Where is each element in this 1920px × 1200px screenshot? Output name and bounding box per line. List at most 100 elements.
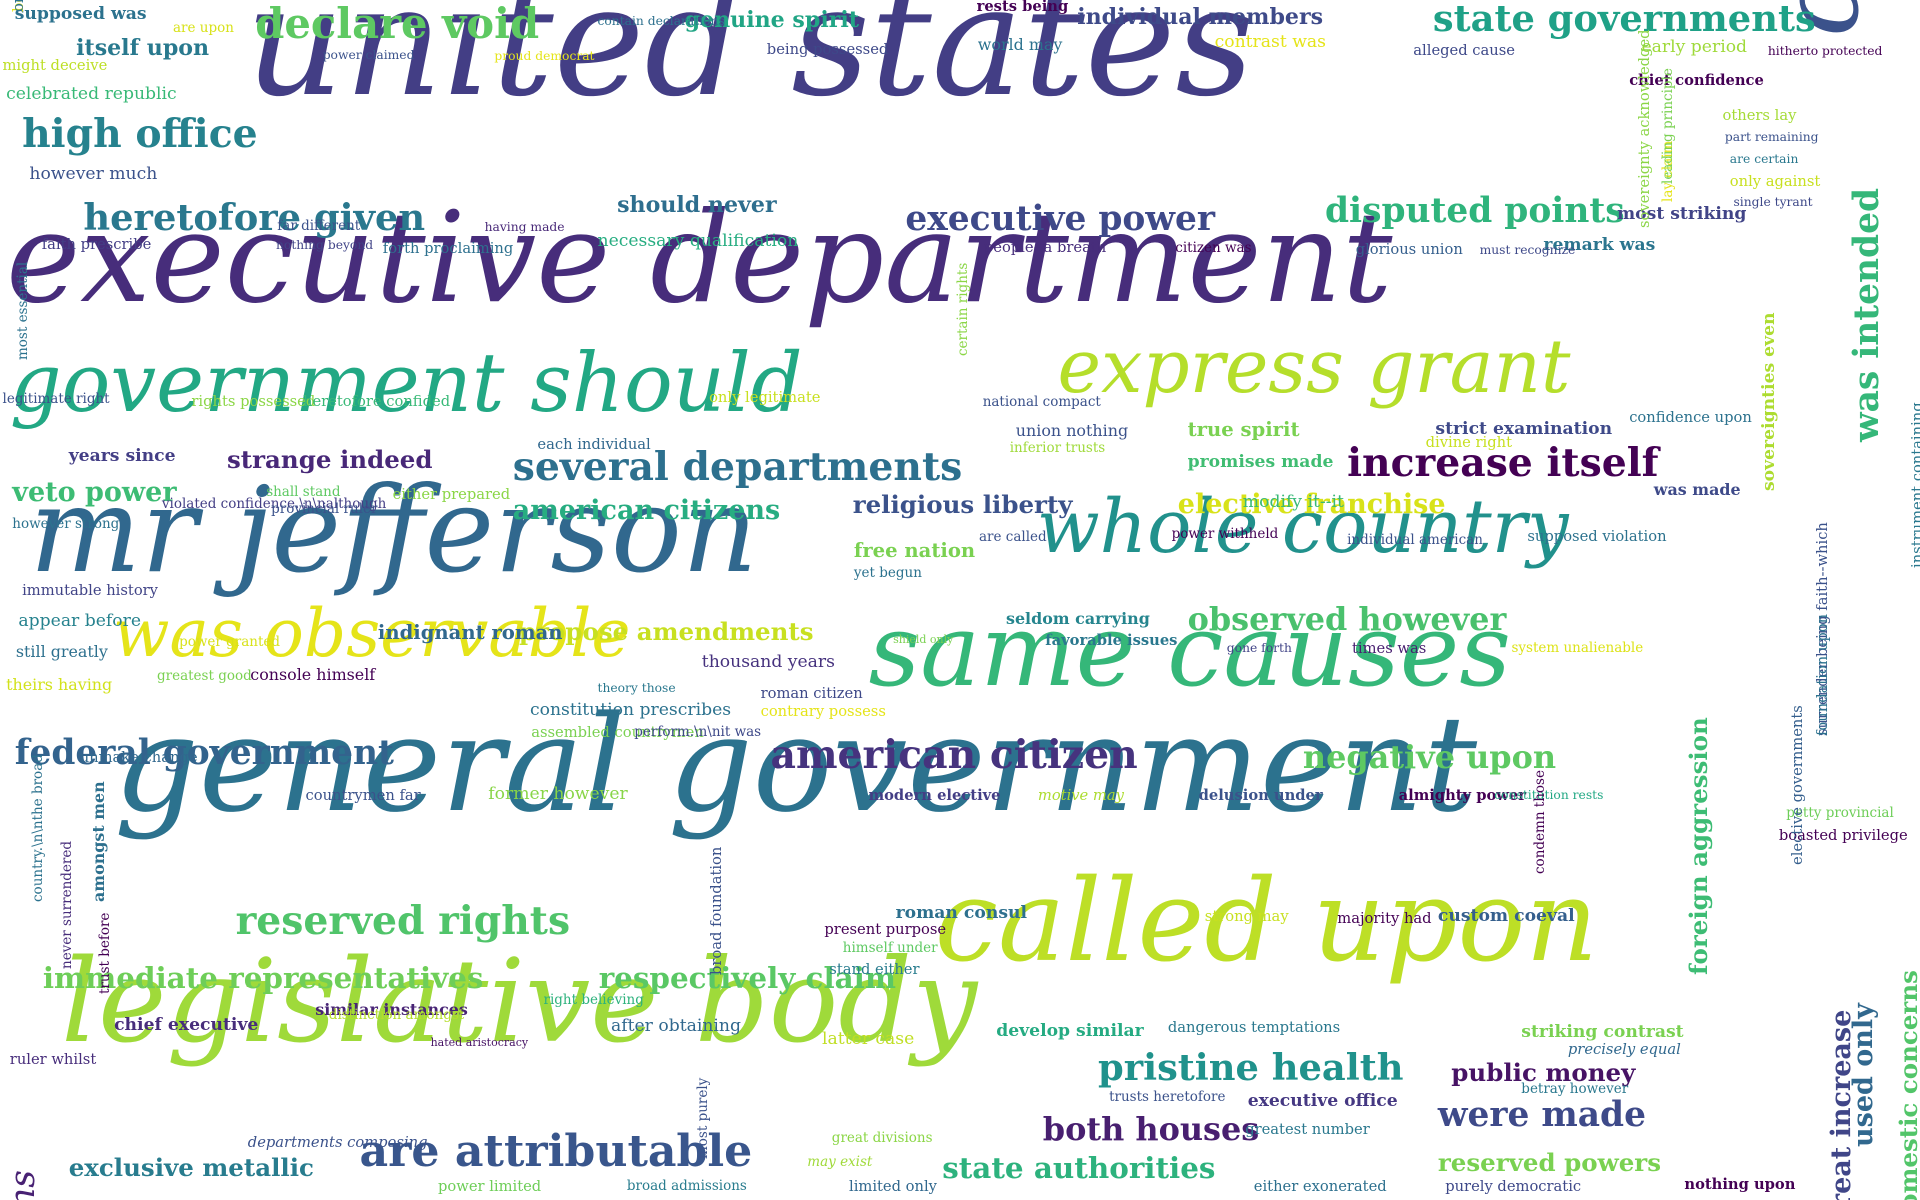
word-cloud-term: single tyrant: [1733, 195, 1813, 210]
word-cloud-term: state governments: [1432, 0, 1816, 40]
word-cloud-term: supposed violation: [1527, 528, 1667, 545]
word-cloud-term: promises made: [1187, 451, 1334, 472]
word-cloud-term: was intended: [1847, 187, 1888, 442]
word-cloud-term: general government: [114, 688, 1478, 843]
word-cloud-term: still greatly: [15, 642, 108, 662]
word-cloud-term: foundation upon: [1813, 614, 1831, 737]
word-cloud-term: might deceive: [2, 56, 108, 74]
word-cloud-term: striking contrast: [1521, 1022, 1684, 1043]
word-cloud-term: respectively claim: [598, 960, 896, 996]
word-cloud-term: individual members: [1077, 4, 1324, 31]
word-cloud-term: precisely equal: [1567, 1040, 1681, 1058]
word-cloud-term: great increase: [1826, 1009, 1857, 1200]
word-cloud-term: are upon: [173, 20, 234, 37]
word-cloud-term: true spirit: [1187, 417, 1300, 441]
word-cloud-term: betray however: [1521, 1081, 1629, 1098]
word-cloud-term: theory those: [597, 681, 676, 696]
word-cloud-term: immediate representatives: [42, 960, 484, 996]
word-cloud-term: disputed points: [1325, 190, 1625, 231]
word-cloud-term: american citizen: [770, 732, 1138, 779]
word-cloud-term: greatest number: [1245, 1120, 1370, 1138]
word-cloud-term: strange indeed: [227, 444, 433, 474]
word-cloud-term: shall stand: [266, 483, 341, 500]
word-cloud-term: thousand years: [701, 651, 835, 672]
word-cloud-term: foreign relations: [3, 1170, 43, 1200]
word-cloud-term: having made: [484, 219, 565, 234]
word-cloud-term: forth proclaiming: [382, 239, 514, 257]
word-cloud-term: majority had: [1337, 909, 1432, 927]
word-cloud-term: shield only: [893, 633, 954, 647]
word-cloud-term: same causes: [868, 592, 1511, 710]
word-cloud-term: assembled countrymen: [531, 724, 704, 742]
word-cloud-term: celebrated republic: [6, 83, 177, 104]
word-cloud-term: system unalienable: [1511, 639, 1644, 656]
word-cloud-term: power withheld: [1171, 525, 1279, 542]
word-cloud-term: necessary qualification: [597, 231, 799, 252]
word-cloud-term: chief confidence: [1629, 71, 1764, 89]
word-cloud-term: roman citizen: [760, 685, 863, 702]
word-cloud-term: great divisions: [831, 1130, 933, 1147]
word-cloud-term: were made: [1437, 1095, 1646, 1135]
word-cloud-term: trusts heretofore: [1109, 1088, 1226, 1105]
word-cloud-term: yet begun: [853, 564, 922, 581]
word-cloud-term: supposed was: [14, 4, 147, 25]
word-cloud-term: elective governments: [1789, 705, 1807, 865]
word-cloud-term: purely democratic: [1445, 1178, 1582, 1196]
word-cloud-term: seldom carrying: [1006, 609, 1150, 628]
word-cloud-term: glorious union: [1355, 240, 1463, 258]
word-cloud-term: should never: [617, 191, 777, 218]
word-cloud-term: petty provincial: [1786, 805, 1894, 822]
word-cloud-term: elective franchise: [1177, 488, 1446, 520]
word-cloud-term: most striking: [1617, 204, 1747, 225]
word-cloud-term: certain rights: [954, 262, 971, 356]
word-cloud-term: broad admissions: [626, 1178, 747, 1195]
word-cloud-term: are certain: [1729, 152, 1799, 167]
word-cloud-term: observed however: [1187, 599, 1507, 638]
word-cloud-term: genuine spirit: [684, 6, 859, 33]
word-cloud-term: citizen was: [1175, 239, 1252, 256]
word-cloud-term: strong may: [1204, 908, 1289, 926]
word-cloud-term: power granted: [179, 633, 281, 650]
word-cloud-term: national compact: [982, 394, 1101, 411]
word-cloud-term: modern elective: [868, 786, 1001, 804]
word-cloud-term: free nation: [853, 539, 976, 562]
word-cloud-term: hated aristocracy: [430, 1035, 529, 1049]
word-cloud-term: federal government: [14, 733, 394, 774]
word-cloud-term: foreign aggression: [1683, 717, 1713, 976]
word-cloud-term: executive power: [905, 199, 1215, 240]
word-cloud-term: contrary possess: [760, 703, 886, 721]
word-cloud-term: high office: [22, 111, 258, 158]
word-cloud-term: gone forth: [1226, 640, 1292, 655]
word-cloud-term: strict examination: [1435, 418, 1613, 439]
word-cloud-term: nothing upon: [1684, 1175, 1796, 1193]
word-cloud-term: religious liberty: [852, 490, 1073, 520]
word-cloud-term: divine right: [1425, 433, 1512, 451]
word-cloud-term: sovereignties even: [1758, 312, 1779, 491]
word-cloud-term: after obtaining: [611, 1016, 742, 1037]
word-cloud-term: confidence upon: [1629, 409, 1752, 426]
word-cloud-term: however strong: [12, 515, 120, 532]
word-cloud-term: world may: [977, 34, 1063, 54]
word-cloud-term: negative upon: [1302, 738, 1557, 777]
word-cloud-term: heretofore confided: [303, 393, 451, 410]
word-cloud-term: proud democrat: [494, 49, 595, 64]
word-cloud-term: one\'s faith: [10, 0, 27, 12]
word-cloud-term: delusion under: [1198, 786, 1323, 804]
word-cloud-term: heretofore given: [83, 194, 426, 239]
word-cloud-term: perform.\n\nit was: [634, 724, 762, 741]
word-cloud-term: reserved powers: [1437, 1147, 1662, 1177]
word-cloud-term: appear before: [18, 611, 142, 632]
word-cloud-term: declare void: [255, 0, 540, 48]
word-cloud-term: far different: [277, 217, 361, 234]
word-cloud-term: increase itself: [1347, 440, 1659, 487]
word-cloud-term: boasted privilege: [1778, 827, 1908, 845]
word-cloud-term: was observable: [112, 595, 631, 673]
word-cloud-term: develop similar: [996, 1021, 1144, 1042]
word-cloud-term: state authorities: [942, 1150, 1216, 1186]
word-cloud-term: himself under: [842, 940, 938, 957]
word-cloud-term: contrast was: [1214, 32, 1326, 53]
word-cloud-term: power limited: [438, 1178, 542, 1196]
word-cloud-term: executive office: [1247, 1091, 1398, 1112]
word-cloud-term: former however: [488, 784, 628, 805]
